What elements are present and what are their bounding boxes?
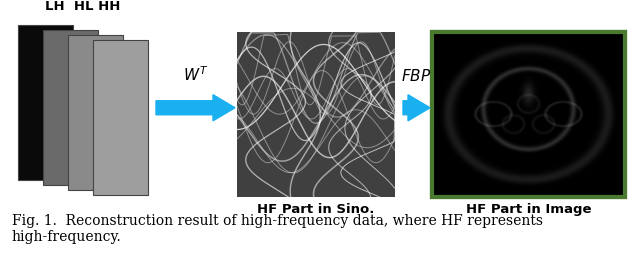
Text: LH  HL HH: LH HL HH — [45, 0, 121, 13]
Bar — [43, 30, 98, 185]
Bar — [18, 25, 73, 181]
Bar — [432, 32, 625, 198]
Text: $FBP$: $FBP$ — [401, 68, 432, 84]
FancyArrow shape — [403, 95, 430, 121]
Text: $W^T$: $W^T$ — [183, 65, 208, 84]
Bar — [432, 32, 625, 198]
Text: HF Part in Image: HF Part in Image — [466, 204, 591, 216]
Bar — [237, 32, 395, 198]
FancyArrow shape — [156, 95, 235, 121]
Text: HF Part in Sino.: HF Part in Sino. — [257, 204, 374, 216]
Bar — [68, 35, 123, 190]
Bar — [93, 40, 148, 195]
Text: Fig. 1.  Reconstruction result of high-frequency data, where HF represents
high-: Fig. 1. Reconstruction result of high-fr… — [12, 214, 543, 244]
